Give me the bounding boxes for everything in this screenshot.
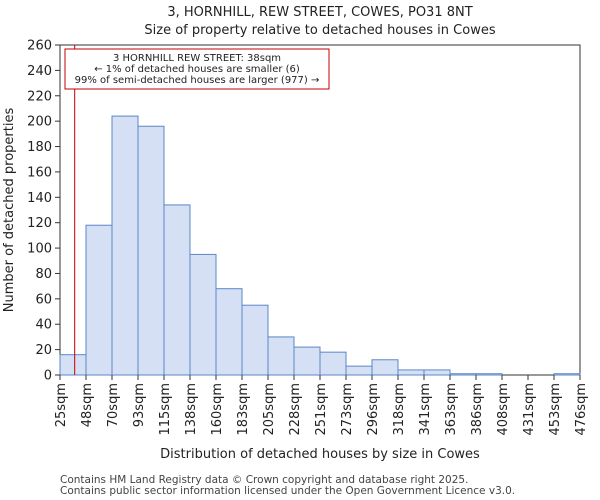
bar-115sqm bbox=[163, 204, 191, 376]
x-tick-label: 93sqm bbox=[132, 383, 147, 427]
annotation-line-1: 3 HORNHILL REW STREET: 38sqm bbox=[113, 53, 281, 64]
marker-annotation: 3 HORNHILL REW STREET: 38sqm ← 1% of det… bbox=[64, 48, 330, 90]
y-tick-label: 240 bbox=[27, 64, 52, 79]
y-tick-label: 200 bbox=[27, 115, 52, 130]
y-tick-label: 80 bbox=[35, 267, 52, 282]
x-tick-label: 48sqm bbox=[80, 383, 95, 427]
y-tick-label: 220 bbox=[27, 89, 52, 104]
bar-series bbox=[59, 115, 581, 376]
footer-line-1: Contains HM Land Registry data © Crown c… bbox=[60, 474, 468, 486]
chart-subtitle: Size of property relative to detached ho… bbox=[144, 23, 495, 38]
y-axis: 0 20 40 60 80 100 120 140 160 180 200 220 240 260 bbox=[27, 39, 60, 384]
bar-160sqm bbox=[215, 288, 243, 376]
bar-228sqm bbox=[293, 346, 321, 376]
x-tick-label: 228sqm bbox=[288, 383, 303, 436]
x-tick-label: 160sqm bbox=[210, 383, 225, 436]
y-tick-label: 0 bbox=[44, 369, 52, 384]
y-tick-label: 140 bbox=[27, 191, 52, 206]
bar-296sqm bbox=[371, 359, 399, 376]
x-axis-title: Distribution of detached houses by size … bbox=[160, 447, 480, 462]
bar-251sqm bbox=[319, 351, 347, 376]
x-tick-label: 205sqm bbox=[262, 383, 277, 436]
x-tick-label: 408sqm bbox=[496, 383, 511, 436]
x-tick-label: 273sqm bbox=[340, 383, 355, 436]
bar-138sqm bbox=[189, 253, 217, 376]
bar-70sqm bbox=[111, 115, 139, 376]
footer-line-2: Contains public sector information licen… bbox=[60, 485, 515, 497]
y-tick-label: 40 bbox=[35, 318, 52, 333]
x-axis: 25sqm 48sqm 70sqm 93sqm 115sqm 138sqm 160sqm 18… bbox=[54, 375, 589, 436]
bar-93sqm bbox=[137, 125, 165, 376]
y-tick-label: 100 bbox=[27, 242, 52, 257]
y-tick-label: 20 bbox=[35, 343, 52, 358]
y-axis-title: Number of detached properties bbox=[2, 108, 17, 313]
x-tick-label: 318sqm bbox=[392, 383, 407, 436]
bar-386sqm bbox=[475, 373, 503, 376]
bar-318sqm bbox=[397, 369, 425, 376]
x-tick-label: 341sqm bbox=[418, 383, 433, 436]
annotation-line-2: ← 1% of detached houses are smaller (6) bbox=[94, 64, 300, 75]
annotation-box bbox=[64, 48, 330, 90]
x-tick-label: 25sqm bbox=[54, 383, 69, 427]
bar-183sqm bbox=[241, 304, 269, 376]
x-tick-label: 386sqm bbox=[470, 383, 485, 436]
bar-341sqm bbox=[423, 369, 451, 376]
x-tick-label: 115sqm bbox=[158, 383, 173, 436]
x-tick-label: 183sqm bbox=[236, 383, 251, 436]
bar-48sqm bbox=[85, 224, 113, 376]
y-tick-label: 260 bbox=[27, 39, 52, 54]
bar-453sqm bbox=[553, 373, 581, 376]
y-tick-label: 60 bbox=[35, 292, 52, 307]
y-tick-label: 160 bbox=[27, 165, 52, 180]
bar-363sqm bbox=[449, 373, 477, 376]
y-tick-label: 180 bbox=[27, 140, 52, 155]
x-tick-label: 251sqm bbox=[314, 383, 329, 436]
x-tick-label: 70sqm bbox=[106, 383, 121, 427]
bar-273sqm bbox=[345, 365, 373, 376]
y-tick-label: 120 bbox=[27, 216, 52, 231]
x-tick-label: 138sqm bbox=[184, 383, 199, 436]
x-tick-label: 453sqm bbox=[548, 383, 563, 436]
bar-205sqm bbox=[267, 336, 295, 376]
annotation-line-3: 99% of semi-detached houses are larger (… bbox=[75, 75, 320, 86]
x-tick-label: 363sqm bbox=[444, 383, 459, 436]
x-tick-label: 296sqm bbox=[366, 383, 381, 436]
chart-title: 3, HORNHILL, REW STREET, COWES, PO31 8NT bbox=[167, 5, 472, 20]
x-tick-label: 476sqm bbox=[574, 383, 589, 436]
x-tick-label: 431sqm bbox=[522, 383, 537, 436]
plot-area: 0 20 40 60 80 100 120 140 160 180 200 220 240 260 25s… bbox=[27, 39, 589, 436]
bar-25sqm bbox=[59, 354, 87, 376]
